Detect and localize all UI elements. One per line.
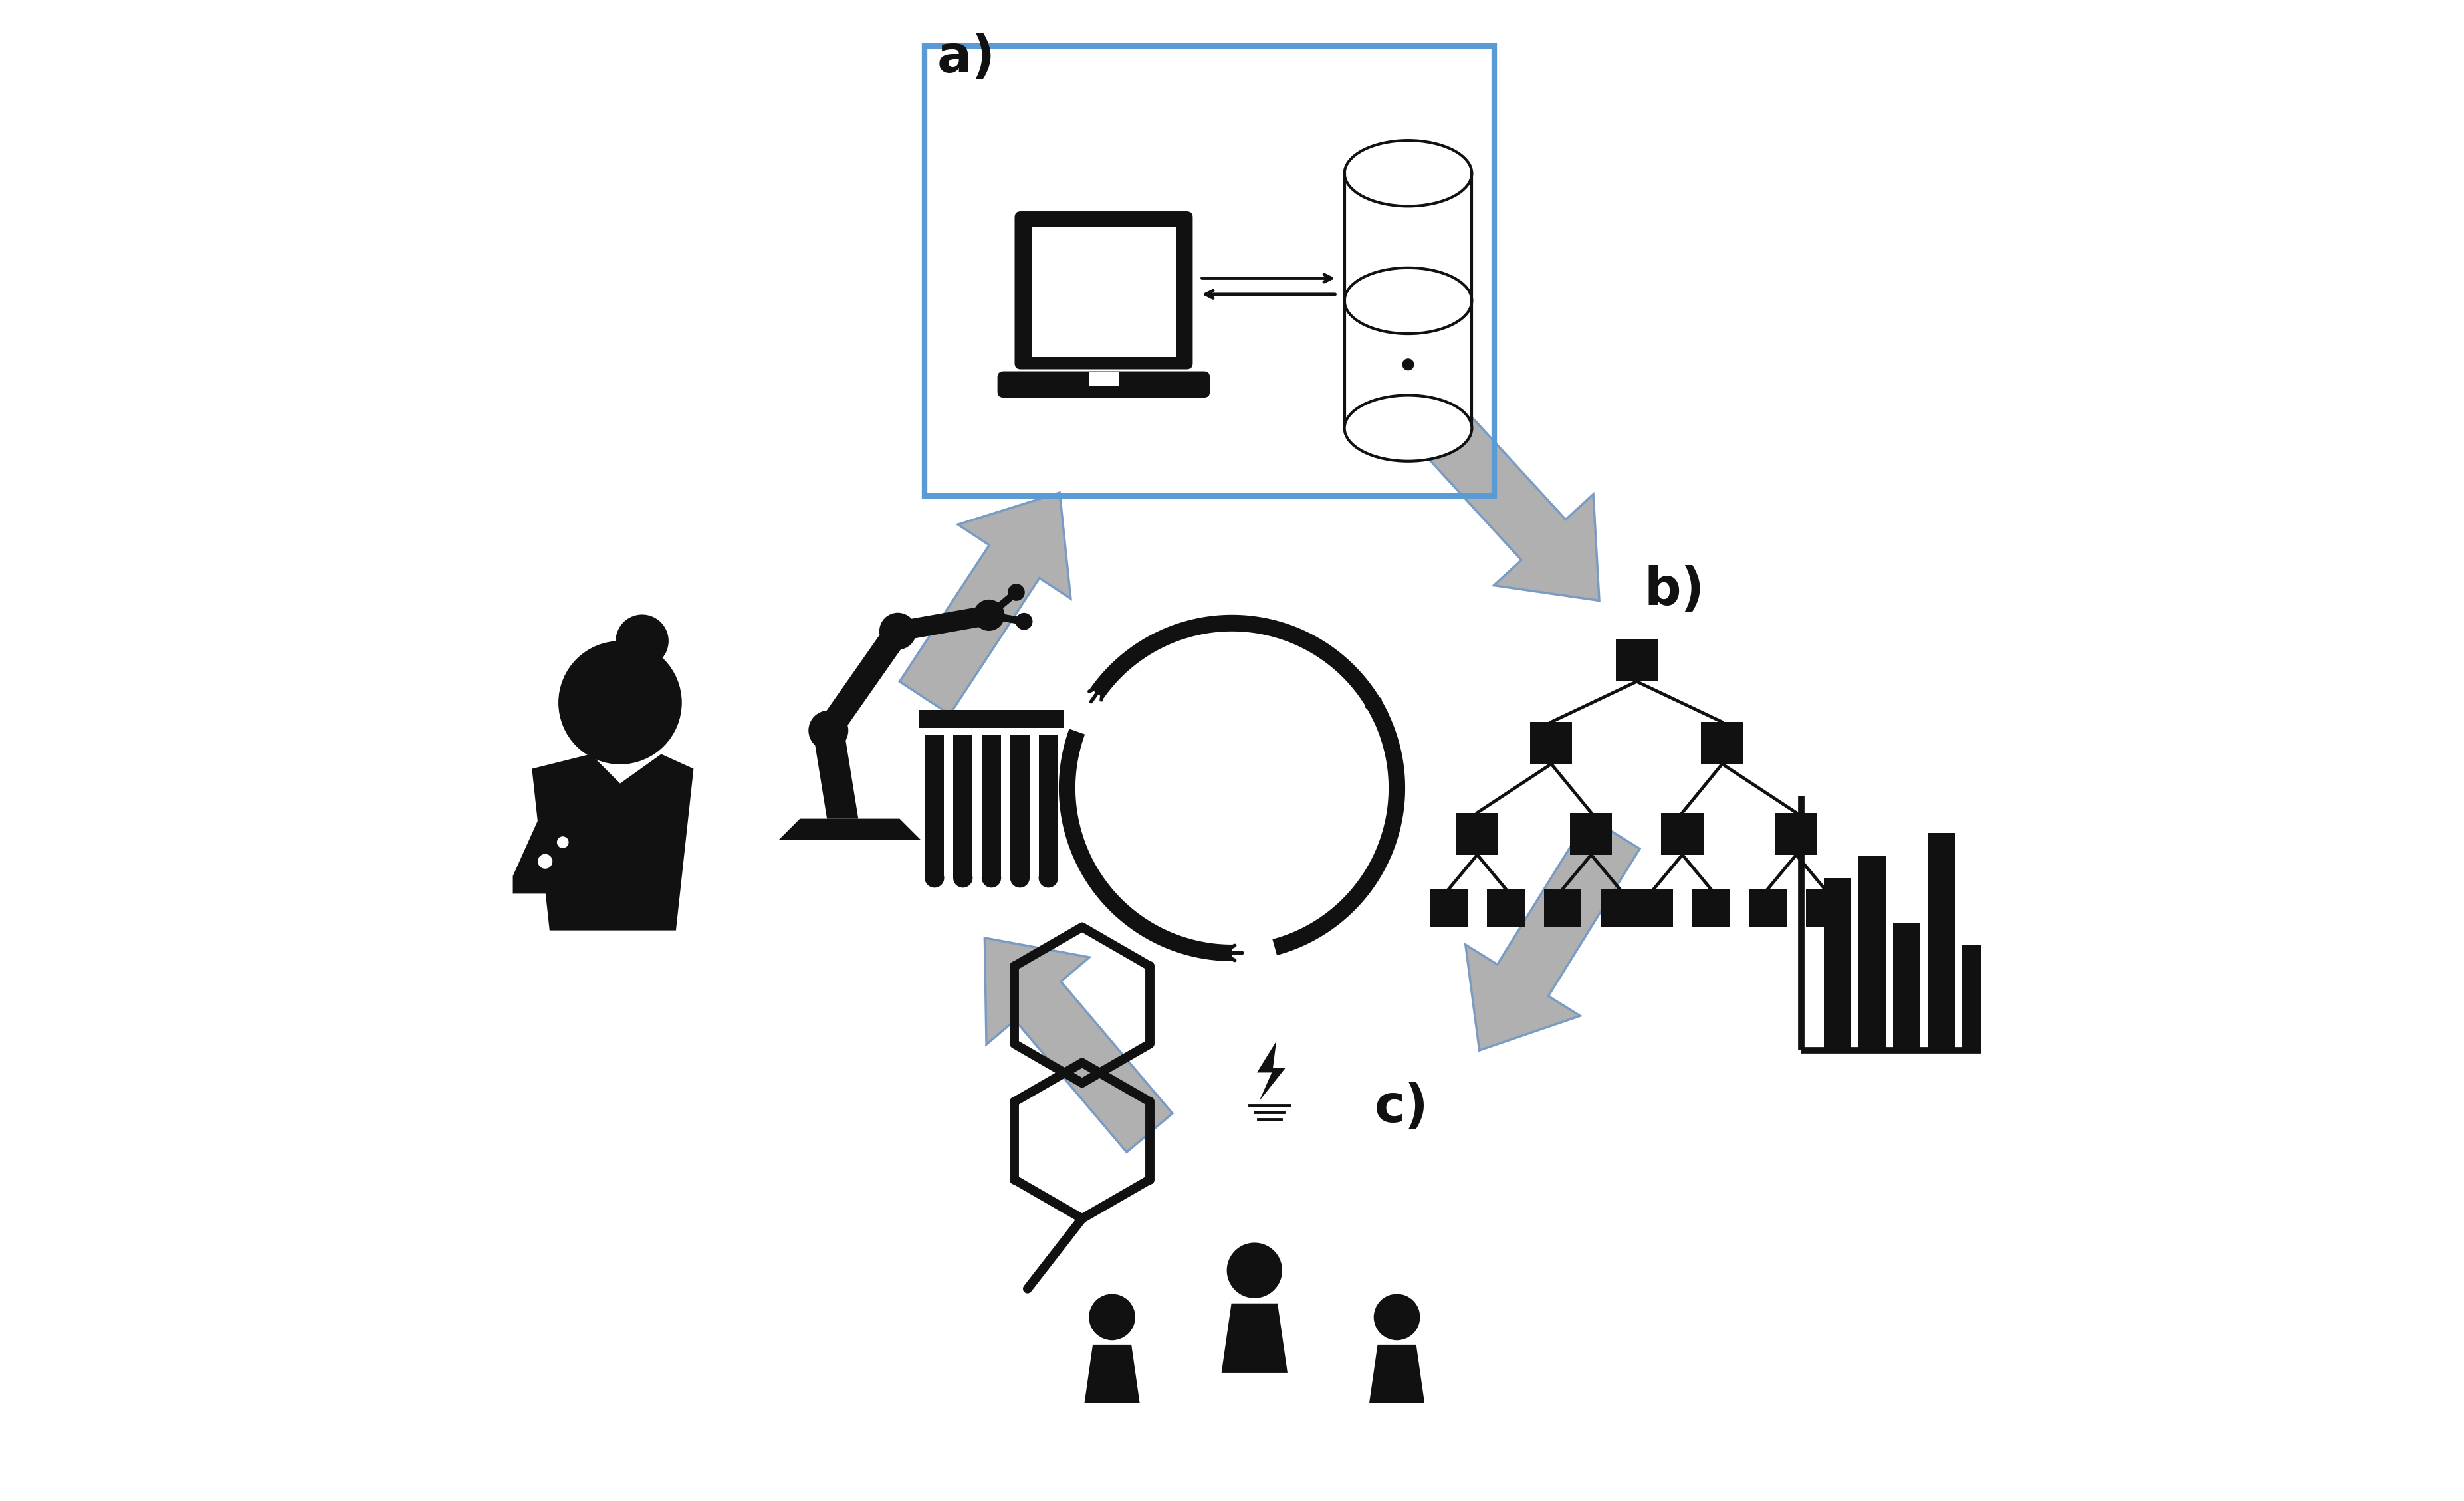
Bar (1602, 889, 1639, 926)
FancyBboxPatch shape (998, 371, 1210, 398)
Polygon shape (986, 938, 1173, 1153)
Circle shape (537, 854, 552, 869)
Polygon shape (532, 754, 692, 931)
Bar (1892, 923, 1919, 1051)
Circle shape (1010, 868, 1030, 887)
Circle shape (1015, 612, 1032, 630)
Bar (1806, 889, 1843, 926)
Text: b): b) (1643, 564, 1705, 615)
Ellipse shape (1345, 395, 1471, 461)
Bar (1774, 812, 1818, 854)
Bar (1661, 812, 1703, 854)
Text: d): d) (626, 790, 685, 841)
Circle shape (1089, 1294, 1136, 1340)
Polygon shape (513, 794, 596, 893)
Circle shape (973, 599, 1005, 630)
Polygon shape (1222, 1303, 1289, 1372)
Circle shape (1402, 359, 1414, 371)
Bar (1345, 173, 1471, 428)
Bar (924, 47, 1493, 495)
Polygon shape (813, 731, 857, 818)
Bar (1927, 833, 1954, 1051)
Circle shape (1212, 1021, 1326, 1135)
Circle shape (880, 612, 917, 650)
Bar (924, 735, 944, 878)
Bar (1429, 889, 1469, 926)
Polygon shape (779, 818, 922, 841)
Bar (1616, 639, 1658, 681)
Circle shape (559, 641, 683, 764)
Circle shape (557, 836, 569, 848)
Bar (1032, 227, 1175, 357)
Circle shape (1227, 1243, 1281, 1298)
Polygon shape (1412, 401, 1599, 600)
Polygon shape (899, 492, 1072, 714)
Bar (1456, 812, 1498, 854)
Bar (1749, 889, 1786, 926)
Circle shape (808, 710, 848, 750)
Circle shape (1008, 584, 1025, 600)
Circle shape (616, 614, 668, 668)
Polygon shape (818, 624, 909, 738)
Bar (1693, 889, 1730, 926)
Bar (1570, 812, 1611, 854)
Bar (981, 735, 1000, 878)
Bar (1961, 946, 1988, 1051)
Bar (1700, 722, 1742, 764)
Bar (1823, 878, 1850, 1051)
Circle shape (1040, 868, 1057, 887)
FancyBboxPatch shape (1015, 212, 1193, 369)
Circle shape (1375, 1294, 1419, 1340)
Text: c): c) (1375, 1082, 1429, 1133)
Polygon shape (897, 605, 991, 641)
Bar (1089, 371, 1119, 386)
Circle shape (981, 868, 1000, 887)
Bar (1636, 889, 1673, 926)
Polygon shape (1466, 817, 1639, 1051)
Bar (1858, 856, 1885, 1051)
Bar (1545, 889, 1582, 926)
Circle shape (954, 868, 973, 887)
Circle shape (924, 868, 944, 887)
Text: a): a) (936, 33, 995, 84)
Bar (1010, 735, 1030, 878)
Polygon shape (1257, 1042, 1286, 1102)
Bar (954, 735, 973, 878)
Polygon shape (1370, 1345, 1424, 1402)
Bar (1530, 722, 1572, 764)
Bar (1040, 735, 1057, 878)
Bar (919, 710, 1064, 728)
Bar (1486, 889, 1525, 926)
Polygon shape (1084, 1345, 1141, 1402)
